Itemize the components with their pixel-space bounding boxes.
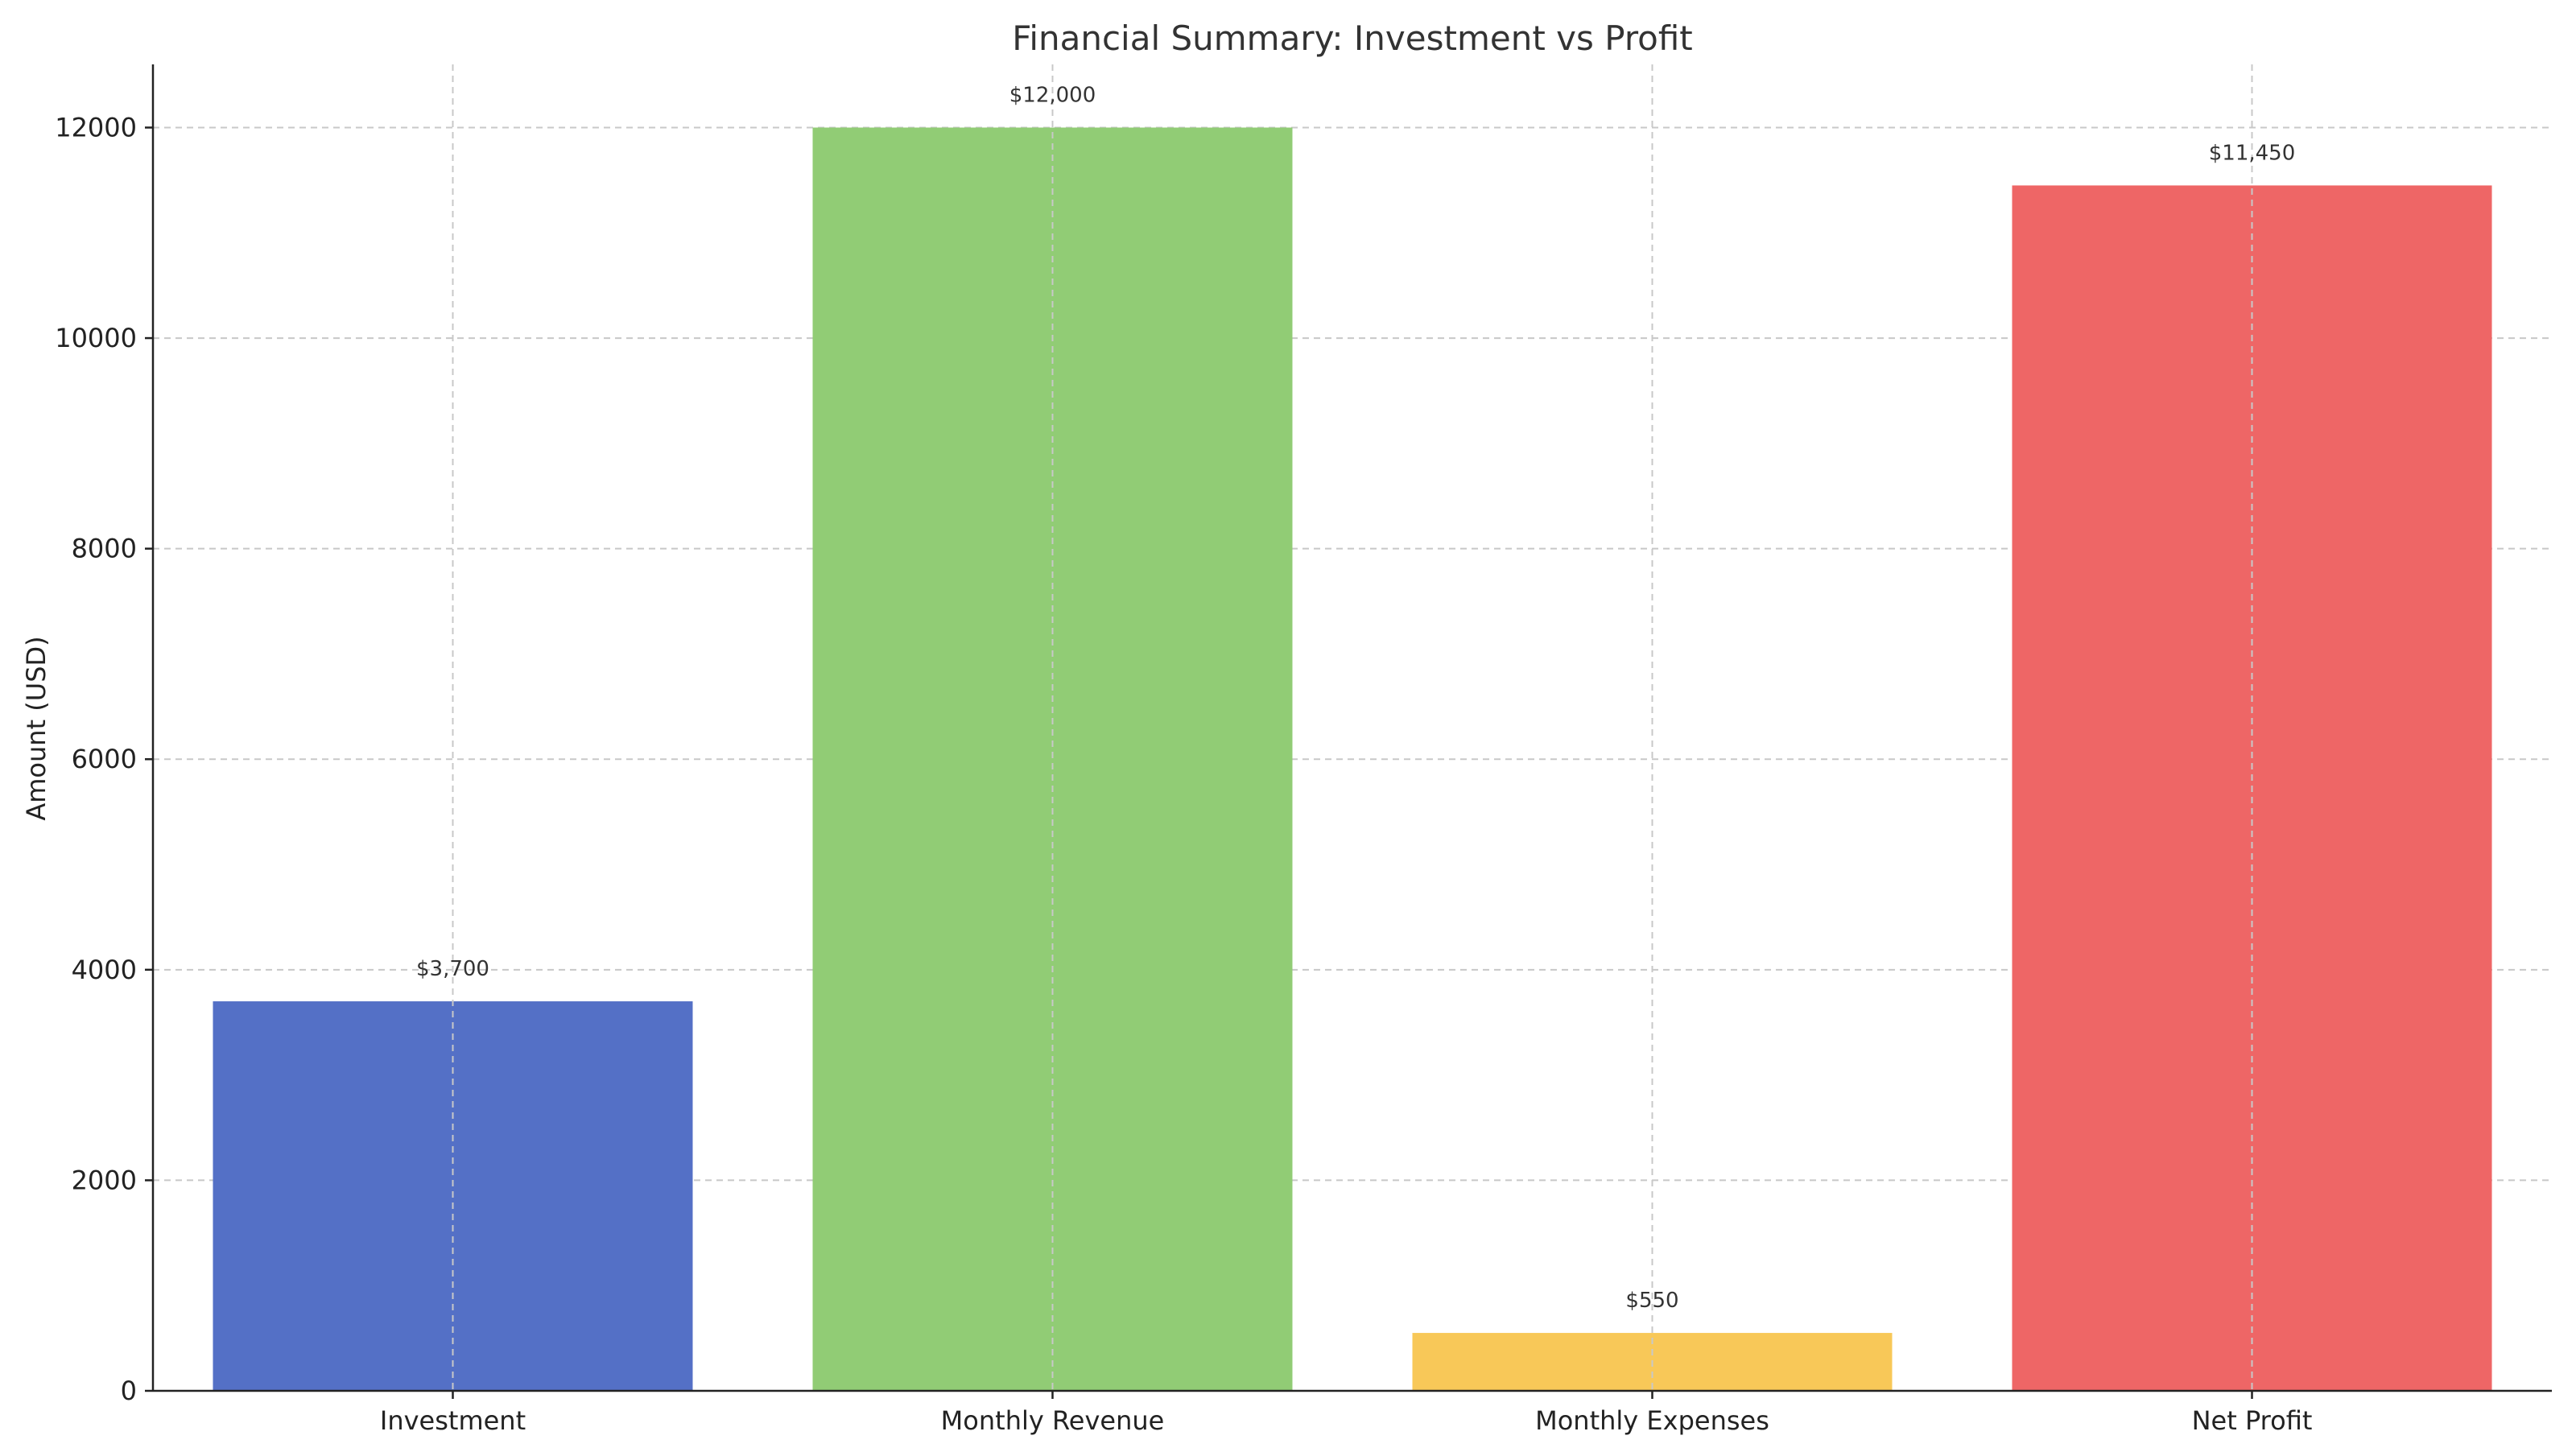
chart-title: Financial Summary: Investment vs Profit xyxy=(1012,19,1693,58)
y-axis-label: Amount (USD) xyxy=(21,636,52,820)
axes-layer xyxy=(145,64,2552,1399)
data-label: $11,450 xyxy=(2209,141,2296,165)
x-tick-label: Investment xyxy=(380,1405,526,1436)
y-tick-label: 10000 xyxy=(55,323,137,353)
data-label: $550 xyxy=(1625,1289,1678,1313)
labels-layer: 0 2000 4000 6000 8000 10000 12000 Investment $3,… xyxy=(55,83,2312,1436)
x-tick-label: Monthly Expenses xyxy=(1535,1405,1769,1436)
vertical-grid-layer xyxy=(452,64,2253,1391)
y-tick-label: 2000 xyxy=(72,1165,137,1195)
y-tick-label: 6000 xyxy=(72,744,137,774)
y-tick-label: 12000 xyxy=(55,112,137,142)
data-label: $12,000 xyxy=(1009,83,1096,107)
x-tick-label: Monthly Revenue xyxy=(941,1405,1165,1436)
y-tick-label: 4000 xyxy=(72,955,137,985)
data-label: $3,700 xyxy=(416,957,489,981)
y-tick-label: 8000 xyxy=(72,534,137,564)
y-tick-label: 0 xyxy=(121,1376,137,1406)
x-tick-label: Net Profit xyxy=(2192,1405,2313,1436)
